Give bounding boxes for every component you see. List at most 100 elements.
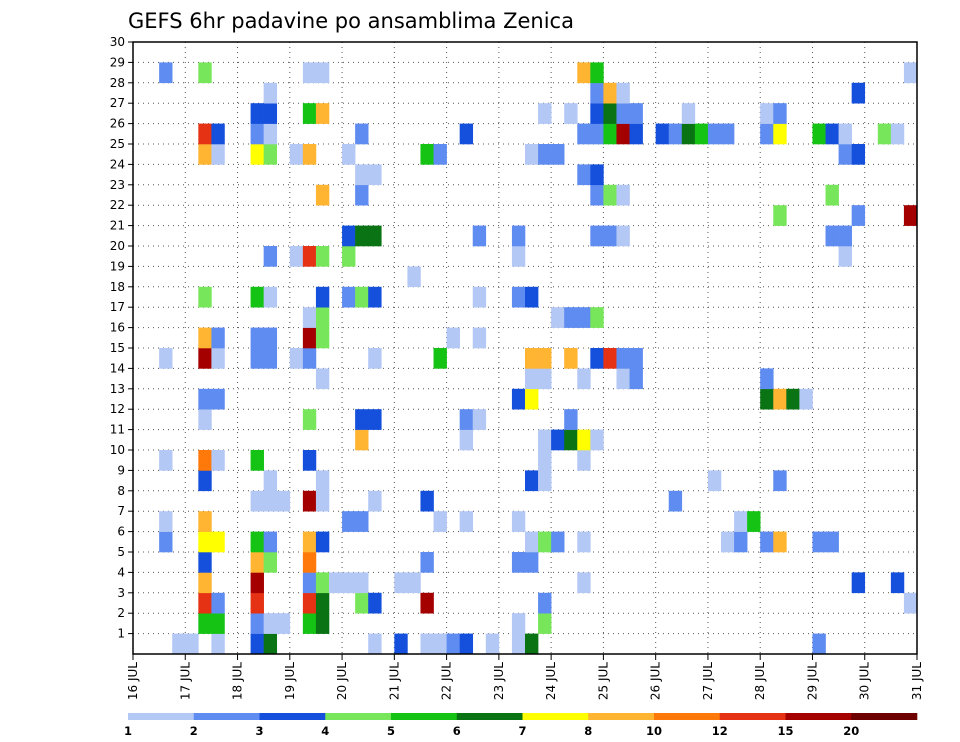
heatmap-cell [276,490,291,512]
heatmap-cell [263,144,278,165]
heatmap-cell [433,633,447,655]
heatmap-cell [420,592,434,614]
heatmap-cell [603,225,617,247]
heatmap-cell [577,531,591,553]
heatmap-cell [250,103,264,124]
heatmap-cell [315,531,330,553]
heatmap-cell [603,348,617,369]
colorbar-swatch [851,713,918,720]
heatmap-cell [263,327,278,349]
heatmap-cell [198,348,212,369]
heatmap-cell [525,552,539,573]
colorbar-swatch [391,713,458,720]
colorbar-swatch [456,713,523,720]
heatmap-cell [590,164,604,186]
heatmap-cell [302,409,317,430]
heatmap-cell [851,205,866,226]
heatmap-cell [903,62,918,84]
heatmap-cell [355,409,369,430]
heatmap-cell [159,450,173,471]
colorbar-swatch [785,713,852,720]
heatmap-cell [773,531,787,553]
heatmap-cell [250,552,264,573]
heatmap-cell [263,613,278,634]
heatmap-cell [877,123,892,145]
heatmap-cell [616,103,630,124]
heatmap-cell [172,633,186,655]
heatmap-cell [773,123,787,145]
heatmap-cell [760,388,774,410]
x-tick-label: 19 JUL [283,662,297,700]
heatmap-cell [250,348,264,369]
heatmap-cell [315,184,330,206]
heatmap-cell [525,388,539,410]
heatmap-cell [198,62,212,84]
heatmap-cell [263,633,278,655]
colorbar-swatch [128,713,195,720]
heatmap-cells [159,62,918,655]
heatmap-cell [420,144,434,165]
heatmap-cell [302,613,317,634]
heatmap-cell [577,307,591,328]
heatmap-cell [315,327,330,349]
heatmap-cell [773,205,787,226]
heatmap-cell [342,286,356,308]
heatmap-cell [198,531,212,553]
heatmap-cell [577,572,591,594]
heatmap-cell [721,531,735,553]
y-tick-label: 20 [110,239,125,253]
heatmap-cell [773,470,787,492]
heatmap-cell [263,348,278,369]
heatmap-cell [368,286,382,308]
heatmap-cell [198,123,212,145]
heatmap-cell [198,388,212,410]
heatmap-cell [263,286,278,308]
heatmap-cell [263,552,278,573]
colorbar-label: 10 [646,724,662,738]
heatmap-cell [355,225,369,247]
heatmap-cell [511,246,526,267]
heatmap-cell [368,164,382,186]
heatmap-cell [250,450,264,471]
heatmap-cell [211,450,225,471]
colorbar-swatch [522,713,589,720]
heatmap-cell [538,348,552,369]
colorbar-label: 20 [843,724,859,738]
heatmap-cell [315,62,330,84]
heatmap-cell [263,531,278,553]
heatmap-cell [538,450,552,471]
y-tick-label: 21 [110,219,125,233]
heatmap-cell [263,246,278,267]
y-tick-label: 8 [117,484,125,498]
heatmap-cell [551,144,565,165]
heatmap-cell [211,348,225,369]
heatmap-cell [681,103,696,124]
heatmap-cell [342,225,356,247]
heatmap-cell [603,123,617,145]
heatmap-cell [511,633,526,655]
colorbar-label: 12 [712,724,728,738]
heatmap-cell [551,531,565,553]
heatmap-cell [590,225,604,247]
heatmap-cell [250,633,264,655]
colorbar-label: 7 [518,724,526,738]
heatmap-cell [564,409,578,430]
heatmap-cell [159,531,173,553]
heatmap-cell [342,572,356,594]
heatmap-cell [590,62,604,84]
heatmap-cell [890,572,905,594]
colorbar-swatch [259,713,326,720]
heatmap-cell [825,184,839,206]
colorbar-label: 6 [453,724,461,738]
heatmap-cell [315,572,330,594]
heatmap-cell [446,633,460,655]
x-tick-label: 27 JUL [701,662,715,700]
heatmap-cell [459,123,474,145]
heatmap-cell [355,184,369,206]
heatmap-cell [368,592,382,614]
y-tick-label: 25 [110,137,125,151]
x-tick-label: 16 JUL [126,662,140,700]
heatmap-cell [511,511,526,532]
heatmap-cell [198,286,212,308]
heatmap-cell [198,470,212,492]
